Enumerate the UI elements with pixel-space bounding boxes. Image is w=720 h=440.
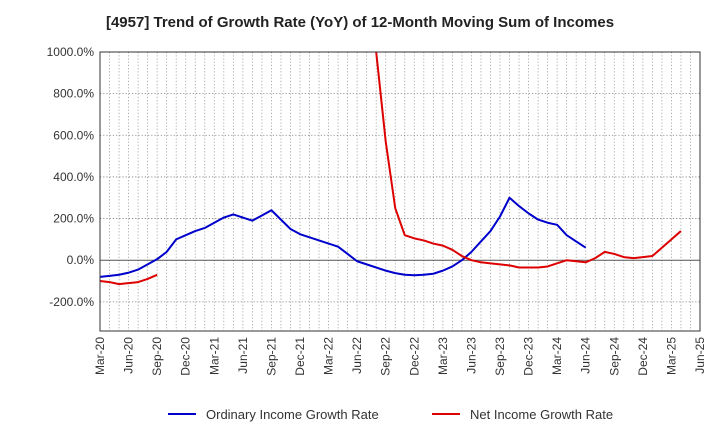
x-tick-label: Dec-24 [636,337,650,376]
x-tick-label: Dec-20 [179,337,193,376]
x-tick-label: Sep-21 [264,337,278,376]
x-tick-label: Jun-25 [693,337,707,374]
y-tick-label: 400.0% [53,170,94,184]
y-tick-label: 600.0% [53,128,94,142]
x-tick-label: Mar-21 [207,337,221,375]
legend-label-net-income: Net Income Growth Rate [470,407,613,422]
x-tick-label: Jun-21 [236,337,250,374]
x-tick-label: Mar-25 [664,337,678,375]
x-tick-label: Jun-22 [350,337,364,374]
x-tick-label: Mar-24 [550,337,564,375]
y-tick-label: 200.0% [53,212,94,226]
x-tick-label: Dec-23 [522,337,536,376]
x-tick-label: Mar-22 [322,337,336,375]
y-tick-label: 1000.0% [47,45,95,59]
series-line-ordinary-income [100,196,587,278]
y-tick-label: -200.0% [49,295,94,309]
series-line-net-income [375,52,682,269]
x-tick-label: Dec-22 [407,337,421,376]
x-tick-label: Mar-20 [93,337,107,375]
x-tick-label: Sep-20 [150,337,164,376]
x-tick-label: Jun-24 [579,337,593,374]
x-tick-label: Mar-23 [436,337,450,375]
chart-title: [4957] Trend of Growth Rate (YoY) of 12-… [105,14,615,31]
y-tick-label: 0.0% [67,253,95,267]
x-tick-label: Sep-22 [379,337,393,376]
x-tick-label: Jun-23 [464,337,478,374]
plot-background [100,52,700,331]
x-tick-label: Sep-23 [493,337,507,376]
x-tick-label: Sep-24 [607,337,621,376]
series-line-net-income [100,273,158,286]
plot-border [99,51,701,332]
x-tick-label: Jun-20 [122,337,136,374]
y-tick-label: 800.0% [53,87,94,101]
x-tick-label: Dec-21 [293,337,307,376]
legend-label-ordinary-income: Ordinary Income Growth Rate [206,407,379,422]
